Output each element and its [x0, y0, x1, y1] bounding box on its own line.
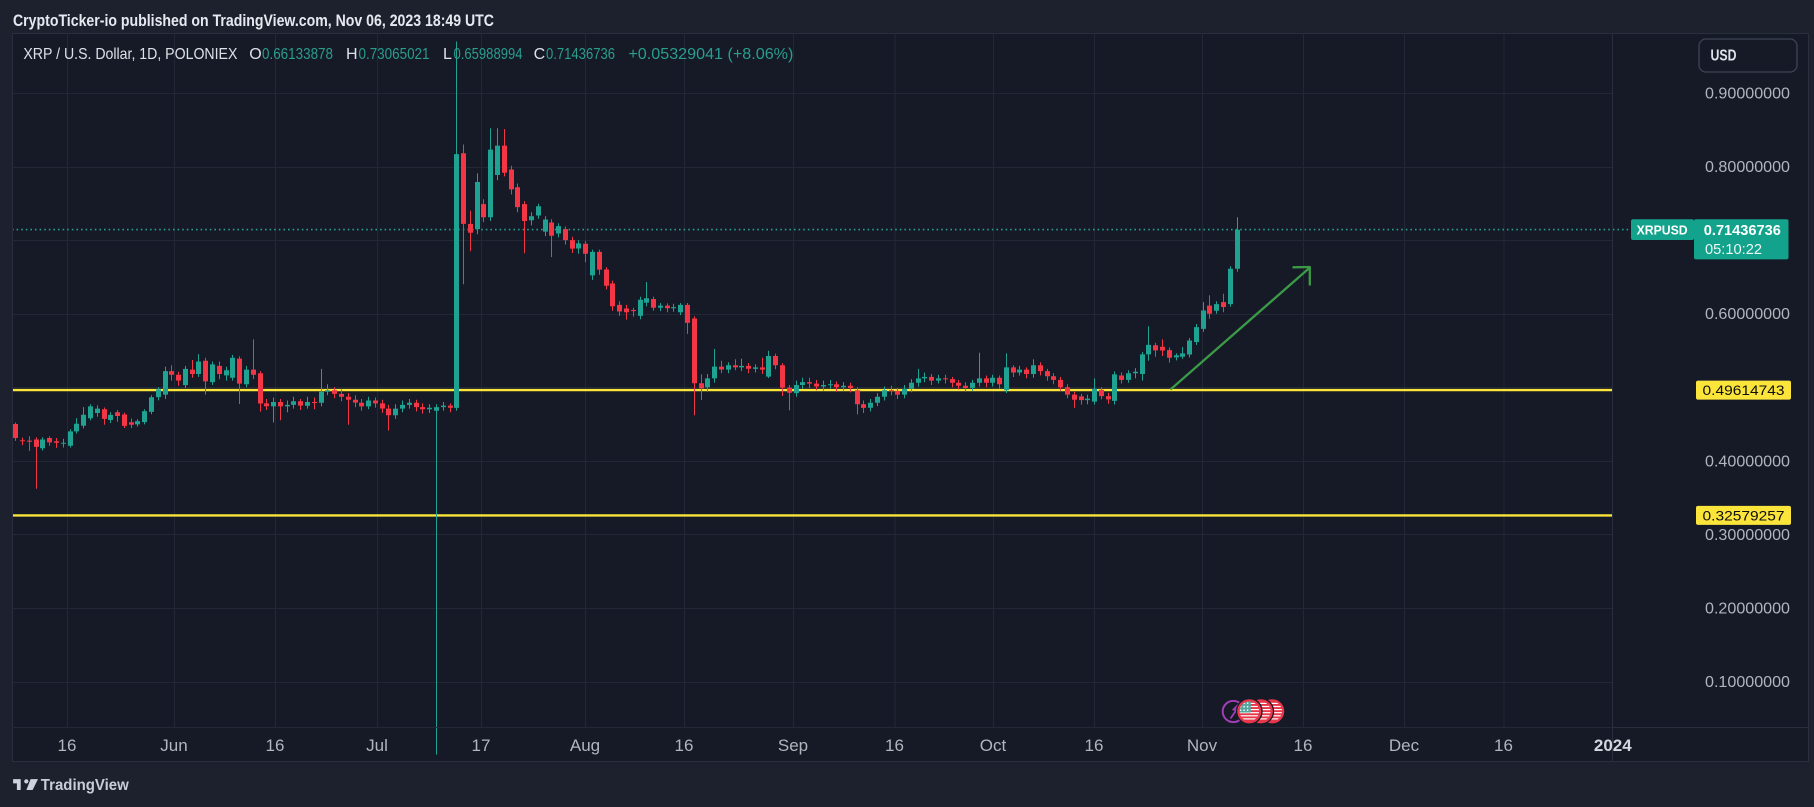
svg-text:Nov: Nov: [1187, 736, 1218, 755]
svg-text:TradingView: TradingView: [41, 777, 130, 794]
svg-text:0.90000000: 0.90000000: [1705, 86, 1790, 103]
svg-text:16: 16: [675, 736, 694, 755]
svg-text:L: L: [443, 46, 452, 63]
svg-text:17: 17: [472, 736, 491, 755]
svg-text:USD: USD: [1711, 48, 1737, 65]
svg-text:2024: 2024: [1594, 736, 1632, 755]
svg-text:+0.05329041 (+8.06%): +0.05329041 (+8.06%): [628, 46, 793, 63]
svg-text:0.73065021: 0.73065021: [359, 46, 430, 63]
svg-text:16: 16: [1085, 736, 1104, 755]
svg-text:Jun: Jun: [160, 736, 187, 755]
svg-text:0.32579257: 0.32579257: [1703, 507, 1785, 523]
svg-text:16: 16: [266, 736, 285, 755]
svg-text:16: 16: [1294, 736, 1313, 755]
svg-text:0.60000000: 0.60000000: [1705, 306, 1790, 323]
svg-text:0.20000000: 0.20000000: [1705, 600, 1790, 617]
svg-text:05:10:22: 05:10:22: [1705, 242, 1762, 258]
svg-text:Oct: Oct: [980, 736, 1007, 755]
svg-text:Dec: Dec: [1389, 736, 1420, 755]
svg-text:16: 16: [58, 736, 77, 755]
svg-text:XRP / U.S. Dollar, 1D, POLONIE: XRP / U.S. Dollar, 1D, POLONIEX: [23, 46, 237, 63]
svg-text:16: 16: [885, 736, 904, 755]
svg-text:H: H: [346, 46, 358, 63]
svg-text:0.49614743: 0.49614743: [1703, 382, 1785, 398]
svg-text:0.30000000: 0.30000000: [1705, 527, 1790, 544]
svg-text:XRPUSD: XRPUSD: [1637, 222, 1688, 237]
svg-text:0.80000000: 0.80000000: [1705, 159, 1790, 176]
svg-text:Aug: Aug: [570, 736, 600, 755]
svg-text:16: 16: [1494, 736, 1513, 755]
svg-text:0.40000000: 0.40000000: [1705, 453, 1790, 470]
svg-text:Sep: Sep: [778, 736, 808, 755]
svg-text:Jul: Jul: [366, 736, 388, 755]
svg-text:0.71436736: 0.71436736: [546, 46, 615, 63]
svg-text:C: C: [534, 46, 546, 63]
svg-text:0.65988994: 0.65988994: [454, 46, 523, 63]
svg-text:0.66133878: 0.66133878: [262, 46, 333, 63]
svg-text:CryptoTicker-io published on T: CryptoTicker-io published on TradingView…: [13, 11, 494, 30]
svg-text:0.10000000: 0.10000000: [1705, 674, 1790, 691]
svg-text:O: O: [249, 46, 261, 63]
svg-text:0.71436736: 0.71436736: [1704, 222, 1781, 239]
